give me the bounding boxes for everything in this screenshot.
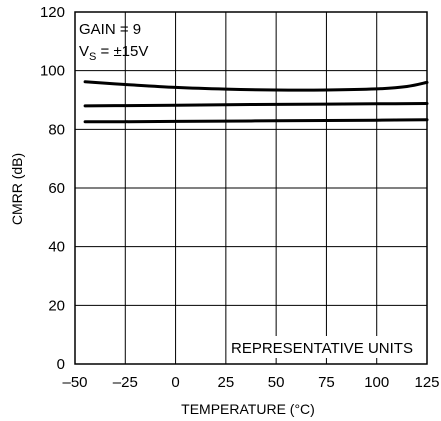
x-tick-label: –50: [62, 374, 87, 391]
supply-subscript: S: [89, 51, 96, 63]
cmrr-curve-2: [83, 102, 429, 108]
x-tick-label: 100: [364, 374, 389, 391]
cmrr-curve-3: [83, 118, 429, 124]
y-tick-label: 60: [48, 180, 65, 197]
y-tick-label: 80: [48, 121, 65, 138]
y-tick-label: 0: [57, 356, 65, 373]
y-axis-title: CMRR (dB): [9, 153, 25, 225]
gain-annotation: GAIN = 9: [79, 21, 141, 38]
plot-frame: [74, 11, 428, 365]
units-label-background: [230, 336, 421, 358]
x-tick-labels: –50 –25 0 25 50 75 100 125: [62, 374, 439, 391]
units-annotation: REPRESENTATIVE UNITS: [231, 340, 413, 357]
y-tick-label: 40: [48, 239, 65, 256]
x-tick-label: 50: [268, 374, 285, 391]
x-tick-label: –25: [113, 374, 138, 391]
grid: [74, 11, 428, 365]
x-tick-label: 75: [318, 374, 335, 391]
y-tick-label: 120: [40, 4, 65, 21]
y-tick-label: 100: [40, 63, 65, 80]
supply-value: = ±15V: [96, 43, 148, 60]
x-axis-title: TEMPERATURE (°C): [181, 401, 315, 417]
supply-annotation: VS = ±15V: [79, 43, 148, 63]
supply-symbol: V: [79, 43, 89, 60]
cmrr-curve-1: [83, 80, 429, 92]
x-tick-label: 125: [414, 374, 439, 391]
series-layer: [83, 80, 429, 124]
y-tick-label: 20: [48, 297, 65, 314]
x-tick-label: 25: [218, 374, 235, 391]
x-tick-label: 0: [171, 374, 179, 391]
y-tick-labels: 0 20 40 60 80 100 120: [40, 4, 65, 373]
